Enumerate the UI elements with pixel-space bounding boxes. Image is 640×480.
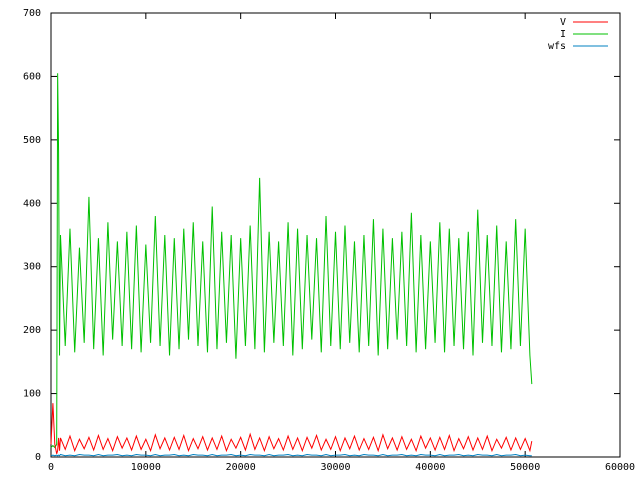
x-tick-label: 0 <box>48 462 54 473</box>
y-tick-label: 600 <box>23 71 41 82</box>
y-tick-label: 0 <box>35 452 41 463</box>
x-tick-label: 10000 <box>131 462 161 473</box>
legend-label: V <box>560 17 566 28</box>
series-line <box>50 73 533 449</box>
legend-label: I <box>560 29 566 40</box>
legend-label: wfs <box>548 41 566 52</box>
y-tick-label: 300 <box>23 262 41 273</box>
x-tick-label: 20000 <box>226 462 256 473</box>
y-tick-label: 500 <box>23 135 41 146</box>
series-line <box>50 453 532 457</box>
x-tick-label: 50000 <box>510 462 540 473</box>
y-tick-label: 100 <box>23 389 41 400</box>
y-tick-label: 200 <box>23 325 41 336</box>
series-line <box>50 403 533 454</box>
y-tick-label: 400 <box>23 198 41 209</box>
x-tick-label: 40000 <box>415 462 445 473</box>
y-tick-label: 700 <box>23 8 41 19</box>
x-tick-label: 30000 <box>320 462 350 473</box>
x-tick-label: 60000 <box>605 462 635 473</box>
